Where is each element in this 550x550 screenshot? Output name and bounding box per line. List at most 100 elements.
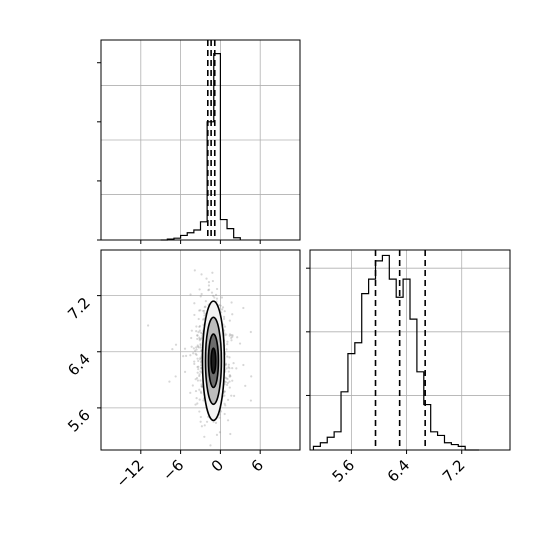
scatter-point [189, 392, 191, 394]
scatter-point [244, 385, 246, 387]
scatter-point [239, 342, 241, 344]
scatter-point [202, 399, 204, 401]
scatter-point [192, 352, 194, 354]
scatter-point [229, 433, 231, 435]
scatter-point [198, 326, 200, 328]
scatter-point [199, 399, 201, 401]
scatter-point [231, 313, 233, 315]
scatter-point [218, 417, 220, 419]
scatter-x-tick-label: 6 [248, 456, 267, 475]
scatter-x-tick-label: −12 [113, 456, 148, 491]
scatter-point [219, 431, 221, 433]
scatter-contours [202, 301, 224, 420]
scatter-point [226, 355, 228, 357]
scatter-point [216, 288, 218, 290]
scatter-point [229, 376, 231, 378]
scatter-point [196, 402, 198, 404]
scatter-point [223, 316, 225, 318]
scatter-point [197, 372, 199, 374]
scatter-point [225, 334, 227, 336]
scatter-x-tick-label: 0 [208, 456, 227, 475]
scatter-point [228, 370, 230, 372]
scatter-point [194, 350, 196, 352]
hist2-x-tick-label: 5.6 [329, 456, 359, 486]
scatter-point [199, 330, 201, 332]
scatter-point [215, 422, 217, 424]
scatter-point [198, 410, 200, 412]
scatter-point [222, 306, 224, 308]
scatter-point [195, 397, 197, 399]
scatter-point [208, 289, 210, 291]
scatter-point [199, 288, 201, 290]
scatter-point [250, 375, 252, 377]
scatter-point [198, 346, 200, 348]
scatter-point [198, 318, 200, 320]
scatter-point [194, 269, 196, 271]
scatter-point [227, 382, 229, 384]
scatter-point [224, 326, 226, 328]
scatter-point [200, 347, 202, 349]
scatter-point [227, 399, 229, 401]
scatter-point [196, 335, 198, 337]
scatter-point [197, 379, 199, 381]
scatter-point [224, 404, 226, 406]
scatter-point [203, 436, 205, 438]
scatter-point [201, 425, 203, 427]
scatter-point [211, 292, 213, 294]
scatter-point [229, 319, 231, 321]
scatter-point [208, 284, 210, 286]
scatter-point [175, 375, 177, 377]
scatter-point [191, 346, 193, 348]
scatter-point [200, 421, 202, 423]
scatter-point [184, 371, 186, 373]
scatter-point [216, 298, 218, 300]
scatter-point [202, 310, 204, 312]
scatter-point [200, 385, 202, 387]
scatter-point [228, 364, 230, 366]
scatter-point [200, 273, 202, 275]
scatter-point [198, 389, 200, 391]
scatter-point [230, 301, 232, 303]
scatter-point [230, 395, 232, 397]
hist2-step-line [313, 255, 479, 450]
hist1-step-line [161, 54, 241, 240]
scatter-point [212, 295, 214, 297]
scatter-point [225, 377, 227, 379]
scatter-point [229, 333, 231, 335]
scatter-point [226, 343, 228, 345]
scatter-point [195, 346, 197, 348]
scatter-point [198, 336, 200, 338]
scatter-point [250, 399, 252, 401]
scatter-point [195, 325, 197, 327]
scatter-y-tick-label: 6.4 [64, 350, 94, 380]
scatter-point [231, 367, 233, 369]
scatter-point [231, 380, 233, 382]
scatter-point [226, 384, 228, 386]
scatter-point [189, 293, 191, 295]
scatter-point [200, 416, 202, 418]
scatter-point [250, 331, 252, 333]
scatter-point [204, 306, 206, 308]
scatter-x-tick-label: −6 [159, 456, 187, 484]
scatter-point [232, 362, 234, 364]
scatter-point [171, 348, 173, 350]
scatter-point [200, 392, 202, 394]
hist1-grid [101, 40, 300, 240]
hist-param1-panel [97, 40, 300, 244]
scatter-point [195, 354, 197, 356]
scatter-point [208, 281, 210, 283]
scatter-point [168, 381, 170, 383]
scatter-point [227, 419, 229, 421]
scatter-point [196, 358, 198, 360]
scatter-point [189, 354, 191, 356]
scatter-point [224, 413, 226, 415]
scatter-point [205, 278, 207, 280]
scatter-point [199, 343, 201, 345]
scatter-point [195, 390, 197, 392]
scatter-point [190, 337, 192, 339]
scatter-point [193, 347, 195, 349]
scatter-point [196, 338, 198, 340]
scatter-point [185, 355, 187, 357]
scatter-point [195, 378, 197, 380]
